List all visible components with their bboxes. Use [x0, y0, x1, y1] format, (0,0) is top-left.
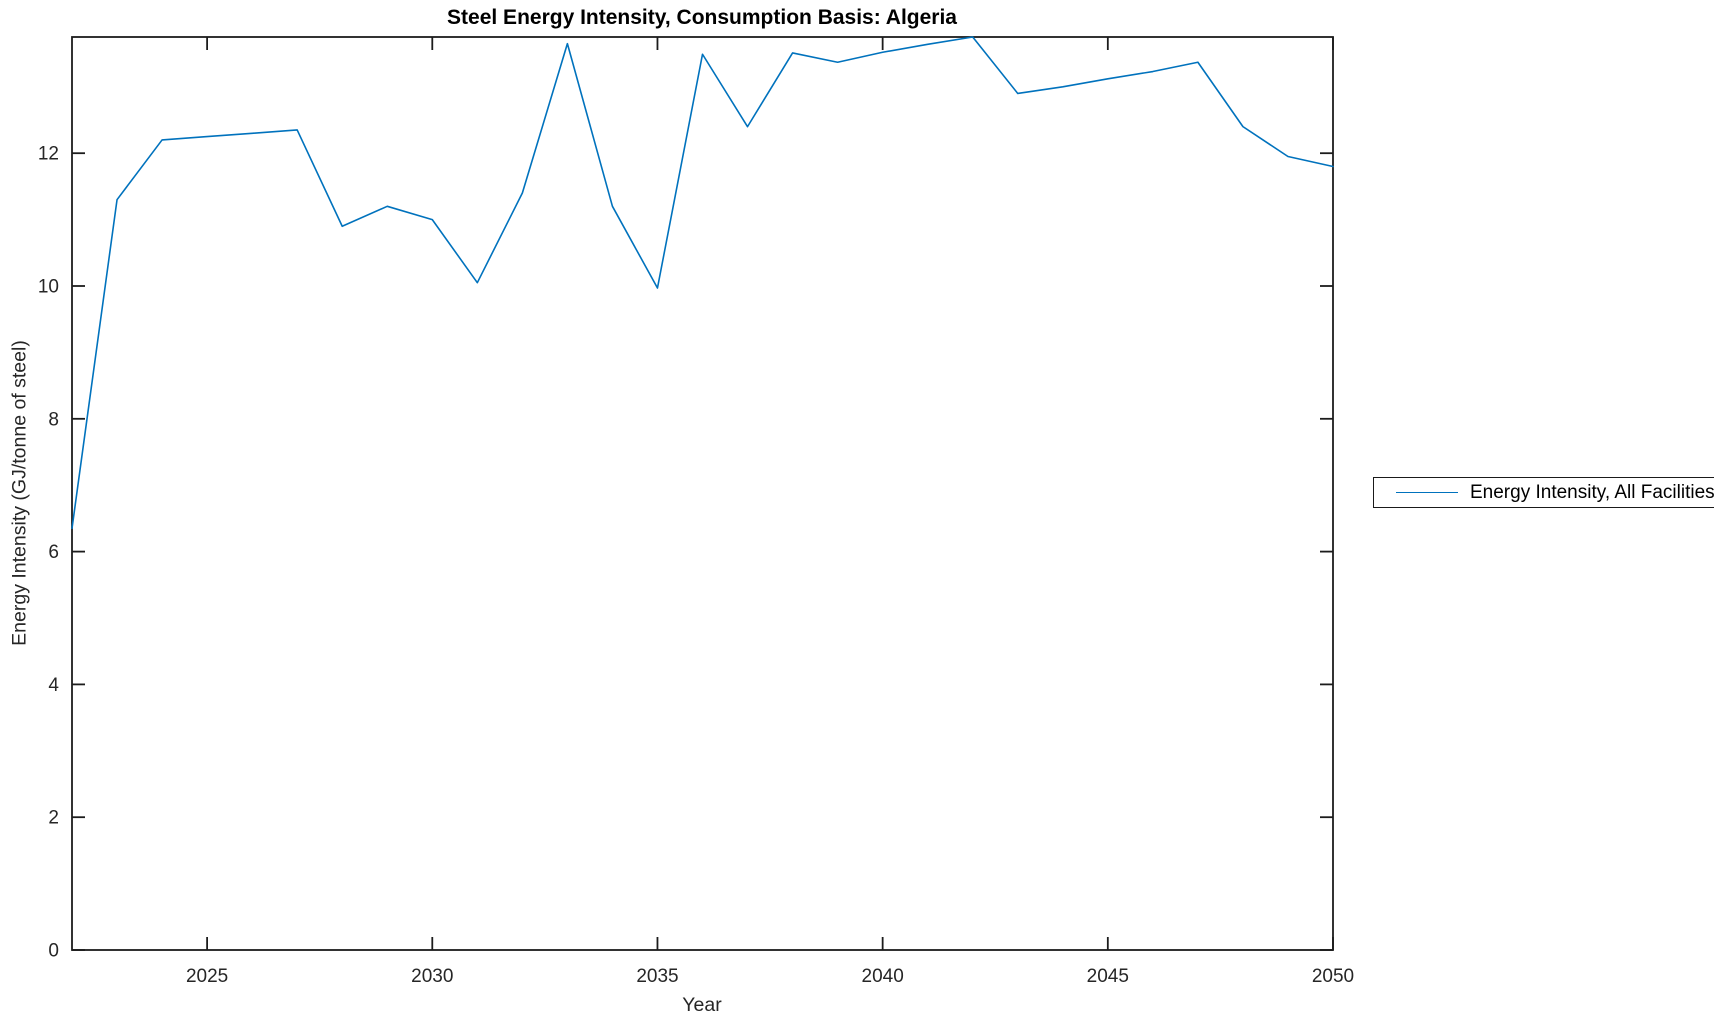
legend-line-sample [1396, 492, 1458, 493]
legend: Energy Intensity, All Facilities [1373, 477, 1714, 508]
x-tick-label: 2045 [1087, 966, 1129, 987]
x-tick-label: 2025 [186, 966, 228, 987]
y-tick-label: 4 [48, 675, 59, 696]
data-line [71, 36, 1334, 530]
x-tick-label: 2030 [411, 966, 453, 987]
y-tick-label: 12 [38, 144, 59, 165]
y-tick-label: 2 [48, 808, 59, 829]
legend-label: Energy Intensity, All Facilities [1470, 481, 1714, 503]
plot-border [71, 36, 1334, 951]
x-axis-label: Year [682, 994, 722, 1016]
x-tick-label: 2035 [636, 966, 678, 987]
y-tick-label: 8 [48, 409, 59, 430]
y-axis-label: Energy Intensity (GJ/tonne of steel) [8, 340, 31, 646]
y-tick-label: 10 [38, 277, 59, 298]
y-tick-label: 0 [48, 941, 59, 962]
x-tick-label: 2040 [862, 966, 904, 987]
chart-title: Steel Energy Intensity, Consumption Basi… [447, 6, 957, 29]
y-tick-label: 6 [48, 542, 59, 563]
x-tick-label: 2050 [1312, 966, 1354, 987]
